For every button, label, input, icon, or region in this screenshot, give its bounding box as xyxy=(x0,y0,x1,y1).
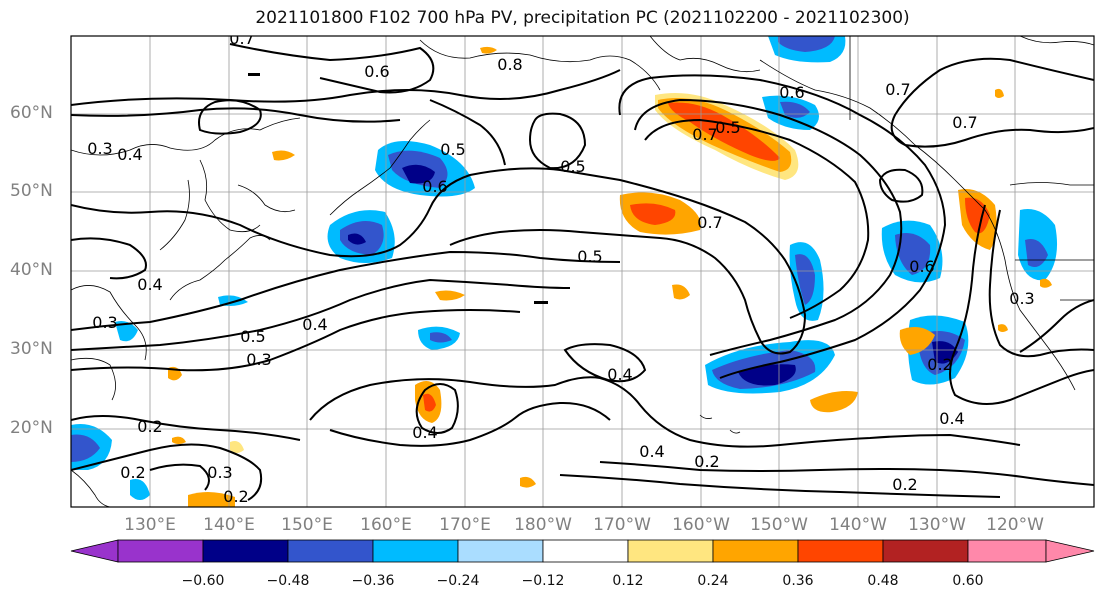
colorbar-tick-label: −0.12 xyxy=(521,573,565,589)
lon-label: 160°W xyxy=(672,515,730,535)
lat-label: 40°N xyxy=(10,260,53,280)
contour-label: 0.5 xyxy=(577,247,602,266)
contour-label: 0.4 xyxy=(639,442,664,461)
contour-label: 0.7 xyxy=(229,29,254,48)
colorbar-tick-label: 0.48 xyxy=(867,573,899,589)
colorbar-tick-label: 0.12 xyxy=(612,573,644,589)
contour-label: 0.3 xyxy=(1009,289,1034,308)
contour-label: 0.6 xyxy=(909,257,934,276)
negative-precip-areas xyxy=(71,36,1058,500)
colorbar-segment xyxy=(797,539,884,563)
colorbar-segment xyxy=(117,539,204,563)
contour-label: 0.4 xyxy=(607,365,632,384)
contour-label: 0.4 xyxy=(137,275,162,294)
lon-label: 160°E xyxy=(360,515,412,535)
contour-label: 0.3 xyxy=(92,313,117,332)
colorbar-segment xyxy=(882,539,969,563)
colorbar-segment xyxy=(457,539,544,563)
contour-label: 0.3 xyxy=(207,463,232,482)
contour-label: 0.5 xyxy=(715,118,740,137)
pv-contours xyxy=(71,43,1094,501)
colorbar-segment xyxy=(967,539,1047,563)
map-frame xyxy=(70,35,1095,508)
contour-label: 0.4 xyxy=(117,145,142,164)
contour-label: 0.2 xyxy=(927,355,952,374)
colorbar-segment xyxy=(70,539,119,563)
colorbar-segment xyxy=(1045,539,1095,563)
contour-label: 0.5 xyxy=(440,140,465,159)
colorbar-tick-label: 0.36 xyxy=(782,573,814,589)
colorbar-segment xyxy=(202,539,289,563)
colorbar-tick-label: −0.48 xyxy=(266,573,310,589)
colorbar-tick-label: −0.24 xyxy=(436,573,480,589)
lon-label: 130°E xyxy=(124,515,176,535)
contour-labels: 0.7 0.6 0.8 0.7 0.6 0.7 0.4 0.3 0.5 0.6 … xyxy=(87,29,1034,506)
colorbar xyxy=(70,539,1095,563)
lat-label: 60°N xyxy=(10,103,53,123)
lon-label: 140°W xyxy=(829,515,887,535)
contour-label: 0.2 xyxy=(694,452,719,471)
contour-label: 0.5 xyxy=(560,157,585,176)
graticule xyxy=(71,36,1094,507)
colorbar-segment xyxy=(627,539,714,563)
colorbar-tick-label: −0.36 xyxy=(351,573,395,589)
lon-label: 120°W xyxy=(986,515,1044,535)
map-title: 2021101800 F102 700 hPa PV, precipitatio… xyxy=(255,8,910,28)
lon-label: 170°W xyxy=(593,515,651,535)
contour-label: 0.7 xyxy=(697,213,722,232)
precipitation-shading xyxy=(71,36,1058,507)
colorbar-tick-label: 0.60 xyxy=(952,573,984,589)
lon-label: 130°W xyxy=(908,515,966,535)
contour-label: 0.3 xyxy=(87,139,112,158)
contour-label: 0.2 xyxy=(137,417,162,436)
contour-label: 0.3 xyxy=(246,350,271,369)
contour-label: 0.4 xyxy=(302,315,327,334)
colorbar-tick-label: −0.60 xyxy=(181,573,225,589)
colorbar-segment xyxy=(372,539,459,563)
positive-precip-areas xyxy=(168,46,1052,507)
colorbar-segment xyxy=(712,539,799,563)
lat-label: 30°N xyxy=(10,339,53,359)
lon-label: 140°E xyxy=(203,515,255,535)
colorbar-segment xyxy=(287,539,374,563)
contour-label: 0.7 xyxy=(952,113,977,132)
contour-label: 0.6 xyxy=(364,62,389,81)
lon-label: 150°W xyxy=(750,515,808,535)
colorbar-segment xyxy=(542,539,629,563)
contour-label: 0.6 xyxy=(779,83,804,102)
colorbar-tick-label: 0.24 xyxy=(697,573,729,589)
lon-label: 150°E xyxy=(281,515,333,535)
contour-small-features xyxy=(248,73,548,304)
lat-label: 50°N xyxy=(10,181,53,201)
contour-label: 0.5 xyxy=(240,327,265,346)
contour-label: 0.7 xyxy=(692,125,717,144)
contour-label: 0.2 xyxy=(892,475,917,494)
contour-label: 0.2 xyxy=(120,463,145,482)
contour-label: 0.4 xyxy=(939,409,964,428)
contour-label: 0.2 xyxy=(223,487,248,506)
contour-label: 0.7 xyxy=(885,80,910,99)
contour-label: 0.4 xyxy=(412,423,437,442)
lat-label: 20°N xyxy=(10,418,53,438)
lon-label: 180°W xyxy=(514,515,572,535)
contour-label: 0.6 xyxy=(422,177,447,196)
lon-label: 170°E xyxy=(439,515,491,535)
contour-label: 0.8 xyxy=(497,55,522,74)
